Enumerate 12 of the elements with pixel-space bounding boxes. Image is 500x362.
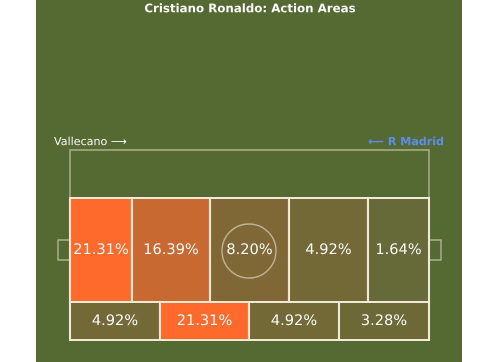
text: Cristiano Ronaldo: Action Areas: [144, 3, 356, 12]
data-label: 21.31%: [74, 243, 128, 254]
data-label: 3.28%: [362, 314, 406, 326]
data-label: 4.92%: [272, 314, 316, 326]
data-label: 4.92%: [306, 243, 351, 254]
data-label: 1.64%: [376, 243, 421, 254]
data-label: 4.92%: [92, 314, 138, 326]
data-label: 8.20%: [227, 243, 272, 254]
data-label: 16.39%: [144, 243, 198, 254]
text: ⟵ R Madrid: [368, 136, 444, 146]
text: Vallecano ⟶: [54, 136, 126, 146]
data-label: 21.31%: [178, 314, 232, 326]
